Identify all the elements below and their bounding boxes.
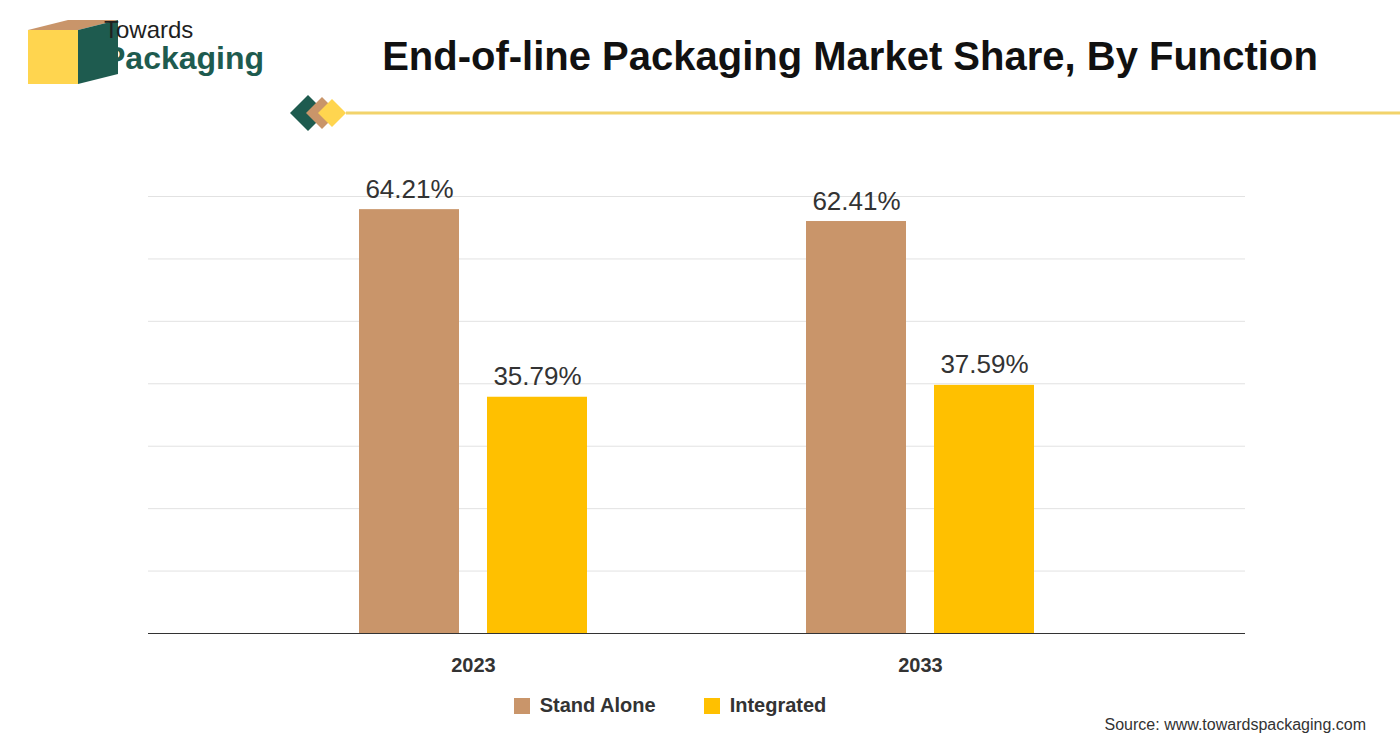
html-text:Towards: Towards	[104, 16, 194, 43]
svg-text:2023: 2023	[451, 654, 496, 676]
svg-text:35.79%: 35.79%	[493, 361, 581, 391]
html-text:Stand Alone: Stand Alone	[539, 694, 656, 716]
html-text:Source: www.towardspackaging.c: Source: www.towardspackaging.com	[1104, 716, 1366, 733]
svg-text:37.59%: 37.59%	[940, 349, 1028, 379]
svg-text:62.41%: 62.41%	[812, 186, 900, 216]
html-text:Packaging: Packaging	[104, 40, 265, 76]
svg-text:2033: 2033	[898, 654, 943, 676]
html-text:End-of-line Packaging Market S: End-of-line Packaging Market Share, By F…	[382, 34, 1318, 78]
svg-text:64.21%: 64.21%	[365, 174, 453, 204]
html-text:Integrated: Integrated	[729, 694, 827, 716]
